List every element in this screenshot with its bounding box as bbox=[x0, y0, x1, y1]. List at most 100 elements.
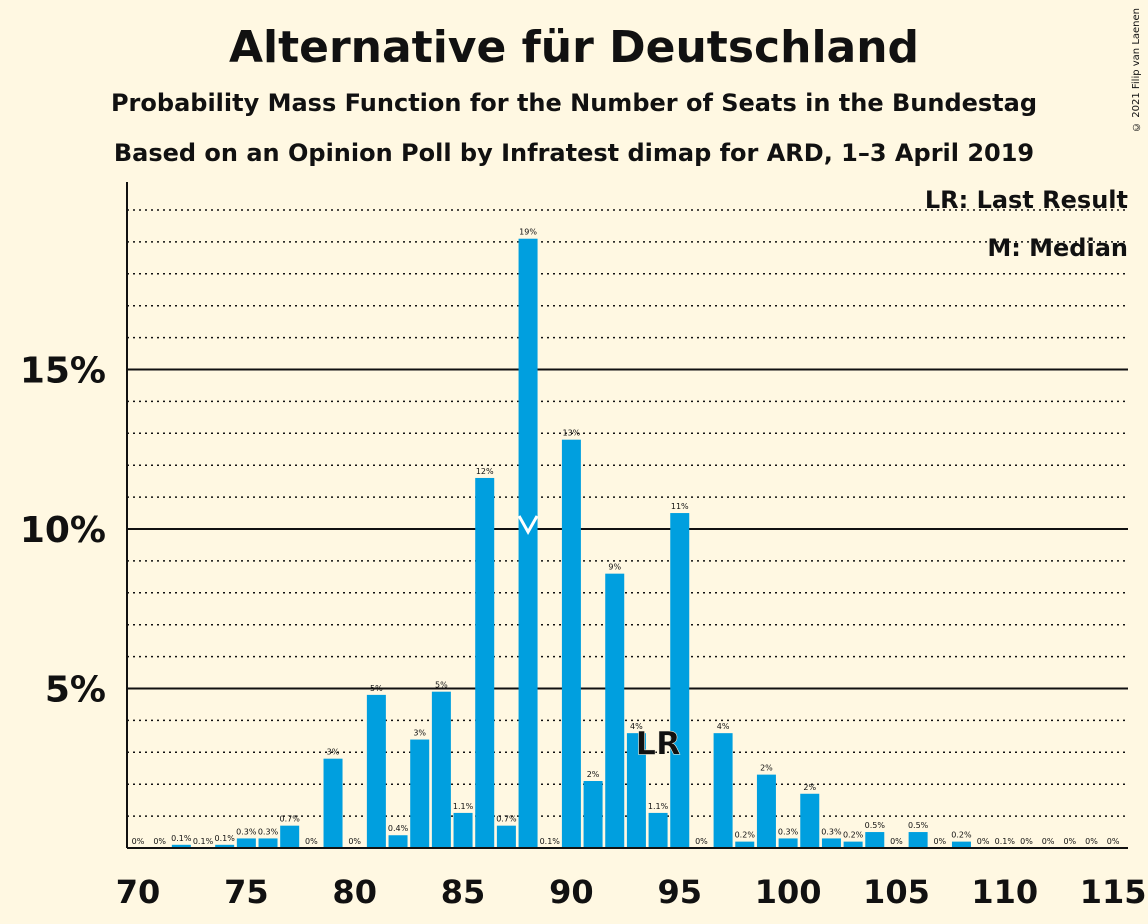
bar-seat-101 bbox=[800, 793, 820, 848]
bar-label-seat-76: 0.3% bbox=[258, 827, 279, 836]
bar-seat-88 bbox=[518, 238, 538, 848]
y-tick-label: 10% bbox=[20, 510, 106, 551]
bar-label-seat-86: 12% bbox=[476, 467, 494, 476]
y-tick-label: 5% bbox=[45, 670, 106, 711]
bar-label-seat-99: 2% bbox=[760, 764, 773, 773]
bar-seat-84 bbox=[431, 691, 451, 848]
bar-label-seat-88: 19% bbox=[519, 228, 537, 237]
bar-label-seat-90: 13% bbox=[563, 429, 581, 438]
x-tick-label: 105 bbox=[863, 873, 930, 911]
bar-label-seat-97: 4% bbox=[717, 722, 730, 731]
bar-seat-99 bbox=[756, 774, 776, 848]
bar-label-seat-92: 9% bbox=[608, 563, 621, 572]
bar-label-seat-104: 0.5% bbox=[865, 821, 886, 830]
bar-label-seat-101: 2% bbox=[803, 783, 816, 792]
bar-label-seat-71: 0% bbox=[153, 837, 166, 846]
bar-seat-72 bbox=[171, 844, 191, 848]
bar-label-seat-95: 11% bbox=[671, 502, 689, 511]
bar-label-seat-87: 0.7% bbox=[496, 815, 517, 824]
bar-seat-98 bbox=[735, 841, 755, 848]
bar-label-seat-111: 0% bbox=[1020, 837, 1033, 846]
x-tick-label: 70 bbox=[116, 873, 161, 911]
bar-seat-92 bbox=[605, 573, 625, 848]
bar-label-seat-82: 0.4% bbox=[388, 824, 409, 833]
bar-label-seat-102: 0.3% bbox=[821, 827, 842, 836]
bar-seat-81 bbox=[366, 694, 386, 848]
bar-label-seat-77: 0.7% bbox=[280, 815, 301, 824]
bar-label-seat-105: 0% bbox=[890, 837, 903, 846]
bar-seat-93 bbox=[626, 733, 646, 848]
bar-seat-82 bbox=[388, 835, 408, 848]
bar-label-seat-107: 0% bbox=[933, 837, 946, 846]
bar-label-seat-115: 0% bbox=[1107, 837, 1120, 846]
bar-label-seat-72: 0.1% bbox=[171, 834, 192, 843]
bar-label-seat-110: 0.1% bbox=[995, 837, 1016, 846]
y-tick-label: 15% bbox=[20, 351, 106, 392]
bar-label-seat-100: 0.3% bbox=[778, 827, 799, 836]
bar-label-seat-113: 0% bbox=[1063, 837, 1076, 846]
chart-subtitle-source: Based on an Opinion Poll by Infratest di… bbox=[113, 139, 1035, 167]
x-tick-label: 80 bbox=[332, 873, 377, 911]
x-tick-label: 110 bbox=[971, 873, 1038, 911]
bar-label-seat-106: 0.5% bbox=[908, 821, 929, 830]
x-tick-label: 75 bbox=[224, 873, 269, 911]
bar-label-seat-112: 0% bbox=[1042, 837, 1055, 846]
x-tick-label: 90 bbox=[549, 873, 594, 911]
bar-seat-106 bbox=[908, 832, 928, 848]
bar-label-seat-89: 0.1% bbox=[540, 837, 561, 846]
x-tick-label: 115 bbox=[1080, 873, 1147, 911]
bar-label-seat-94: 1.1% bbox=[648, 802, 669, 811]
x-tick-label: 100 bbox=[755, 873, 822, 911]
bar-label-seat-91: 2% bbox=[587, 770, 600, 779]
bar-label-seat-98: 0.2% bbox=[735, 831, 756, 840]
bar-seat-103 bbox=[843, 841, 863, 848]
bar-label-seat-75: 0.3% bbox=[236, 827, 257, 836]
bar-label-seat-73: 0.1% bbox=[193, 837, 214, 846]
bar-label-seat-103: 0.2% bbox=[843, 831, 864, 840]
last-result-marker: LR bbox=[636, 725, 681, 763]
bar-seat-94 bbox=[648, 812, 668, 848]
bar-label-seat-80: 0% bbox=[348, 837, 361, 846]
bar-seat-102 bbox=[821, 838, 841, 848]
bar-seat-79 bbox=[323, 758, 343, 848]
bar-seat-86 bbox=[475, 477, 495, 848]
bar-seat-83 bbox=[410, 739, 430, 848]
bar-label-seat-96: 0% bbox=[695, 837, 708, 846]
gridlines bbox=[127, 209, 1128, 817]
bar-label-seat-114: 0% bbox=[1085, 837, 1098, 846]
bar-seat-87 bbox=[496, 825, 516, 848]
bar-label-seat-108: 0.2% bbox=[951, 831, 972, 840]
bar-seat-91 bbox=[583, 781, 603, 848]
axes: 5% 10% 15% 70 75 80 85 90 95 100 105 110 115 bbox=[20, 182, 1147, 911]
x-tick-label: 85 bbox=[441, 873, 486, 911]
legend-median: M: Median bbox=[987, 234, 1128, 262]
bar-label-seat-93: 4% bbox=[630, 722, 643, 731]
bar-seat-77 bbox=[280, 825, 300, 848]
bar-label-seat-74: 0.1% bbox=[215, 834, 236, 843]
chart-subtitle: Probability Mass Function for the Number… bbox=[110, 89, 1038, 117]
bar-seat-90 bbox=[561, 439, 581, 848]
bar-label-seat-83: 3% bbox=[413, 729, 426, 738]
bar-label-seat-85: 1.1% bbox=[453, 802, 474, 811]
bar-seat-75 bbox=[236, 838, 256, 848]
median-marker bbox=[517, 515, 539, 536]
bar-seat-97 bbox=[713, 733, 733, 848]
bar-label-seat-109: 0% bbox=[977, 837, 990, 846]
bar-label-seat-78: 0% bbox=[305, 837, 318, 846]
bars: 0% 0% 0.1% 0.1% 0.1%0.3% 0.3%0.7%0%3%0%5%0.4%… bbox=[132, 228, 1120, 848]
bar-seat-108 bbox=[951, 841, 971, 848]
chart-title: Alternative für Deutschland bbox=[228, 22, 920, 73]
bar-label-seat-70: 0% bbox=[132, 837, 145, 846]
bar-seat-104 bbox=[865, 832, 885, 848]
bar-label-seat-81: 5% bbox=[370, 684, 383, 693]
bar-seat-74 bbox=[215, 844, 235, 848]
bar-seat-85 bbox=[453, 812, 473, 848]
markers: LR bbox=[517, 515, 681, 763]
bar-seat-76 bbox=[258, 838, 278, 848]
bar-seat-100 bbox=[778, 838, 798, 848]
x-tick-label: 95 bbox=[657, 873, 702, 911]
bar-label-seat-79: 3% bbox=[327, 748, 340, 757]
bar-seat-95 bbox=[670, 513, 690, 848]
bar-label-seat-84: 5% bbox=[435, 681, 448, 690]
